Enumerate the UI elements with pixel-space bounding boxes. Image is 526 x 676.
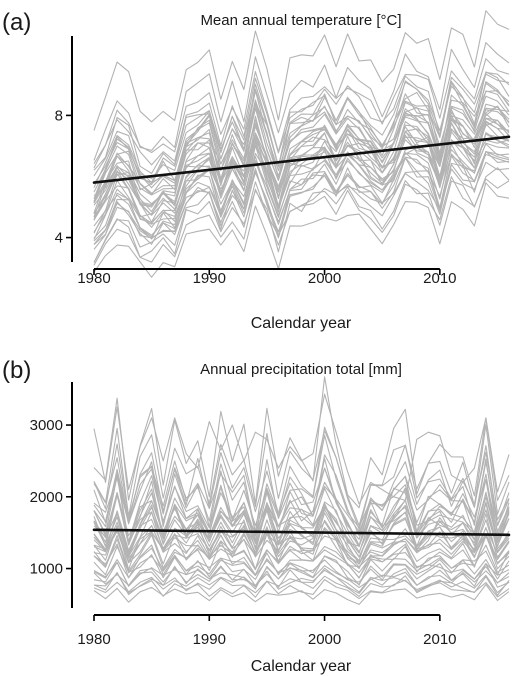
panel-b-label: (b): [2, 357, 31, 384]
panel-b-xlabel: Calendar year: [251, 658, 352, 675]
y-tick-label: 2000: [30, 489, 63, 506]
series-line: [93, 71, 510, 166]
trend-line: [92, 135, 511, 184]
panel-a-xlabel: Calendar year: [251, 315, 352, 332]
series-line: [93, 105, 510, 202]
y-tick-label: 8: [55, 107, 63, 124]
panel-b-precipitation: (b) Annual precipitation total [mm] 1000…: [2, 357, 511, 675]
x-tick-label: 1990: [193, 270, 226, 287]
series-line: [93, 167, 510, 263]
series-line: [93, 554, 510, 585]
series-line: [93, 113, 510, 218]
panel-b-title: Annual precipitation total [mm]: [200, 361, 402, 378]
series-line: [93, 424, 510, 527]
series-line: [93, 569, 510, 594]
x-tick-label: 2000: [308, 270, 341, 287]
x-tick-label: 2010: [423, 270, 456, 287]
series-line: [93, 528, 510, 579]
panel-a-temperature: (a) Mean annual temperature [°C] 4 8 1980 1…: [2, 9, 511, 332]
series-line: [93, 58, 510, 169]
series-line: [93, 73, 510, 174]
series-line: [93, 491, 510, 554]
series-line: [93, 454, 510, 537]
series-line: [93, 509, 510, 565]
series-line: [93, 426, 510, 530]
series-line: [93, 471, 510, 546]
series-line: [93, 142, 510, 238]
panel-b-axes: 1000 2000 3000 1980 1990 2000 2010: [30, 382, 457, 648]
panel-a-label: (a): [2, 9, 31, 36]
series-line: [93, 467, 510, 544]
series-line: [93, 545, 510, 586]
panel-b-trend-group: [92, 528, 511, 537]
series-line: [93, 579, 510, 600]
x-tick-label: 1990: [193, 631, 226, 648]
series-line: [93, 376, 510, 509]
series-line: [93, 81, 510, 188]
series-line: [93, 393, 510, 505]
series-line: [93, 82, 510, 193]
y-tick-label: 4: [55, 230, 63, 247]
series-line: [93, 538, 510, 576]
series-line: [93, 434, 510, 533]
panel-a-title: Mean annual temperature [°C]: [200, 12, 401, 29]
series-line: [93, 10, 510, 131]
x-tick-label: 2000: [308, 631, 341, 648]
series-line: [93, 42, 510, 161]
series-line: [93, 182, 510, 278]
panel-a-axes: 4 8 1980 1990 2000 2010: [55, 36, 457, 287]
series-line: [93, 527, 510, 571]
panel-a-trend-group: [92, 135, 511, 184]
x-tick-label: 1980: [77, 631, 110, 648]
x-tick-label: 2010: [423, 631, 456, 648]
series-line: [93, 559, 510, 587]
series-line: [93, 90, 510, 186]
series-line: [93, 504, 510, 565]
y-tick-label: 3000: [30, 417, 63, 434]
series-line: [93, 561, 510, 590]
series-line: [93, 502, 510, 558]
x-tick-label: 1980: [77, 270, 110, 287]
series-line: [93, 150, 510, 242]
y-tick-label: 1000: [30, 561, 63, 578]
series-line: [93, 150, 510, 246]
series-line: [93, 563, 510, 594]
series-line: [93, 458, 510, 536]
series-line: [93, 519, 510, 571]
trend-line: [92, 528, 511, 537]
panel-b-series-group: [93, 376, 510, 605]
series-line: [93, 71, 510, 180]
